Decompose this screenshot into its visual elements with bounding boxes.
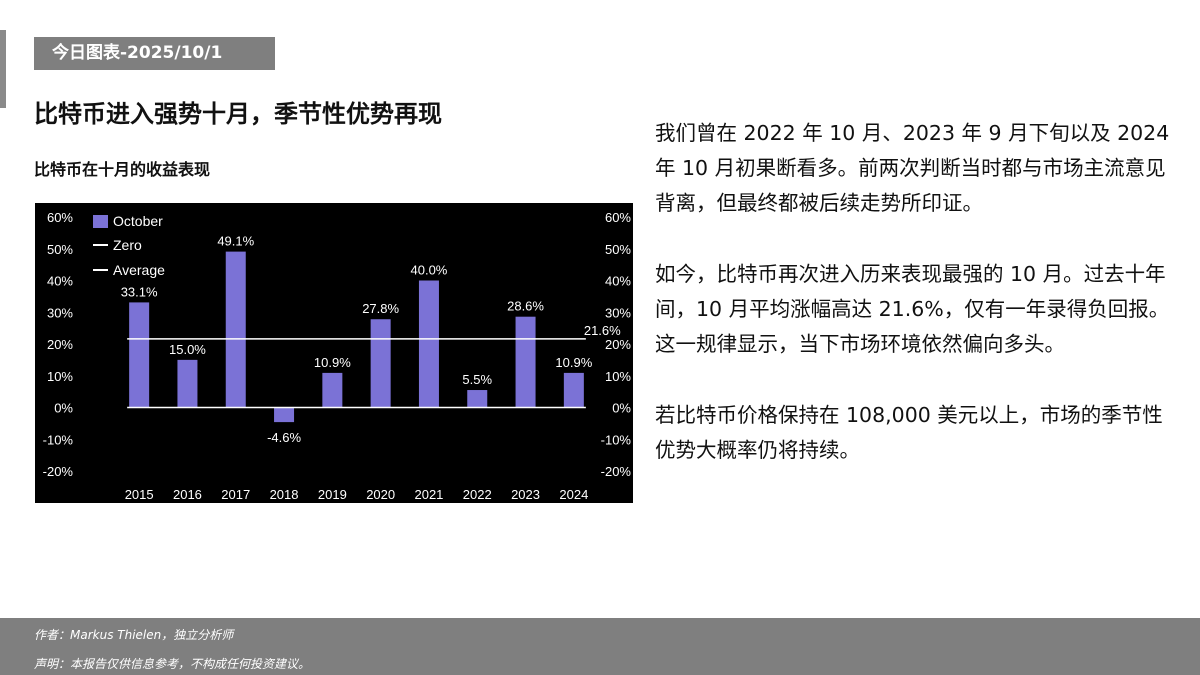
- x-tick-label-2018: 2018: [270, 487, 299, 502]
- legend-label-average: Average: [113, 262, 165, 278]
- bar-2023: [515, 316, 536, 408]
- bar-2024: [563, 372, 584, 408]
- y-tick-label-left: 30%: [47, 305, 73, 320]
- data-label-2021: 40.0%: [411, 263, 448, 278]
- x-tick-label-2020: 2020: [366, 487, 395, 502]
- legend-swatch-october: [93, 215, 108, 228]
- bar-2019: [322, 372, 343, 408]
- chart-caption: 比特币在十月的收益表现: [34, 160, 211, 179]
- y-tick-label-left: 20%: [47, 337, 73, 352]
- footer: 作者：Markus Thielen，独立分析师 声明：本报告仅供信息参考，不构成…: [0, 618, 1200, 675]
- y-tick-label-right: 50%: [605, 242, 631, 257]
- author-note: 作者：Markus Thielen，独立分析师: [34, 628, 234, 642]
- y-tick-label-right: 10%: [605, 369, 631, 384]
- y-tick-label-right: 20%: [605, 337, 631, 352]
- y-tick-label-left: -20%: [43, 464, 74, 479]
- bar-2022: [467, 390, 488, 408]
- y-tick-label-right: 30%: [605, 305, 631, 320]
- y-tick-label-right: -20%: [601, 464, 632, 479]
- data-label-2015: 33.1%: [121, 284, 158, 299]
- page-title: 比特币进入强势十月，季节性优势再现: [34, 100, 442, 128]
- bar-2020: [370, 319, 391, 408]
- x-tick-label-2016: 2016: [173, 487, 202, 502]
- data-label-2017: 49.1%: [217, 234, 254, 249]
- y-tick-label-left: 50%: [47, 242, 73, 257]
- commentary: 我们曾在 2022 年 10 月、2023 年 9 月下旬以及 2024 年 1…: [655, 116, 1175, 504]
- bar-2016: [177, 359, 198, 408]
- y-tick-label-right: 60%: [605, 210, 631, 225]
- x-tick-label-2022: 2022: [463, 487, 492, 502]
- x-tick-label-2024: 2024: [559, 487, 588, 502]
- data-label-2016: 15.0%: [169, 342, 206, 357]
- x-tick-label-2015: 2015: [125, 487, 154, 502]
- bar-2021: [418, 280, 439, 408]
- y-tick-label-left: 60%: [47, 210, 73, 225]
- bar-2018: [274, 407, 295, 423]
- bar-2017: [225, 251, 246, 408]
- bar-2015: [129, 302, 150, 408]
- x-tick-label-2019: 2019: [318, 487, 347, 502]
- x-tick-label-2017: 2017: [221, 487, 250, 502]
- y-tick-label-right: -10%: [601, 432, 632, 447]
- data-label-2022: 5.5%: [462, 372, 492, 387]
- commentary-paragraph: 我们曾在 2022 年 10 月、2023 年 9 月下旬以及 2024 年 1…: [655, 121, 1170, 215]
- commentary-paragraph: 如今，比特币再次进入历来表现最强的 10 月。过去十年间，10 月平均涨幅高达 …: [655, 262, 1170, 356]
- left-accent-bar: [0, 30, 6, 108]
- data-label-2020: 27.8%: [362, 301, 399, 316]
- y-tick-label-right: 40%: [605, 274, 631, 289]
- x-tick-label-2023: 2023: [511, 487, 540, 502]
- disclaimer: 声明：本报告仅供信息参考，不构成任何投资建议。: [34, 657, 311, 671]
- x-tick-label-2021: 2021: [414, 487, 443, 502]
- y-tick-label-right: 0%: [612, 401, 631, 416]
- y-tick-label-left: -10%: [43, 432, 74, 447]
- legend-label-october: October: [113, 213, 163, 229]
- chart-panel: 60% 60% 50% 50% 40% 40% 30% 30% 20% 20% 10% 10% 0% 0%…: [35, 203, 633, 503]
- data-label-2018: -4.6%: [267, 430, 301, 445]
- data-label-2019: 10.9%: [314, 355, 351, 370]
- y-tick-label-left: 0%: [54, 401, 73, 416]
- commentary-paragraph: 若比特币价格保持在 108,000 美元以上，市场的季节性优势大概率仍将持续。: [655, 403, 1163, 462]
- data-label-2023: 28.6%: [507, 299, 544, 314]
- legend-label-zero: Zero: [113, 237, 142, 253]
- october-returns-chart: 60% 60% 50% 50% 40% 40% 30% 30% 20% 20% 10% 10% 0% 0%…: [43, 210, 632, 502]
- data-label-2024: 10.9%: [555, 355, 592, 370]
- average-label: 21.6%: [584, 323, 621, 338]
- y-tick-label-left: 40%: [47, 274, 73, 289]
- y-tick-label-left: 10%: [47, 369, 73, 384]
- date-tag: 今日图表-2025/10/1: [34, 37, 275, 70]
